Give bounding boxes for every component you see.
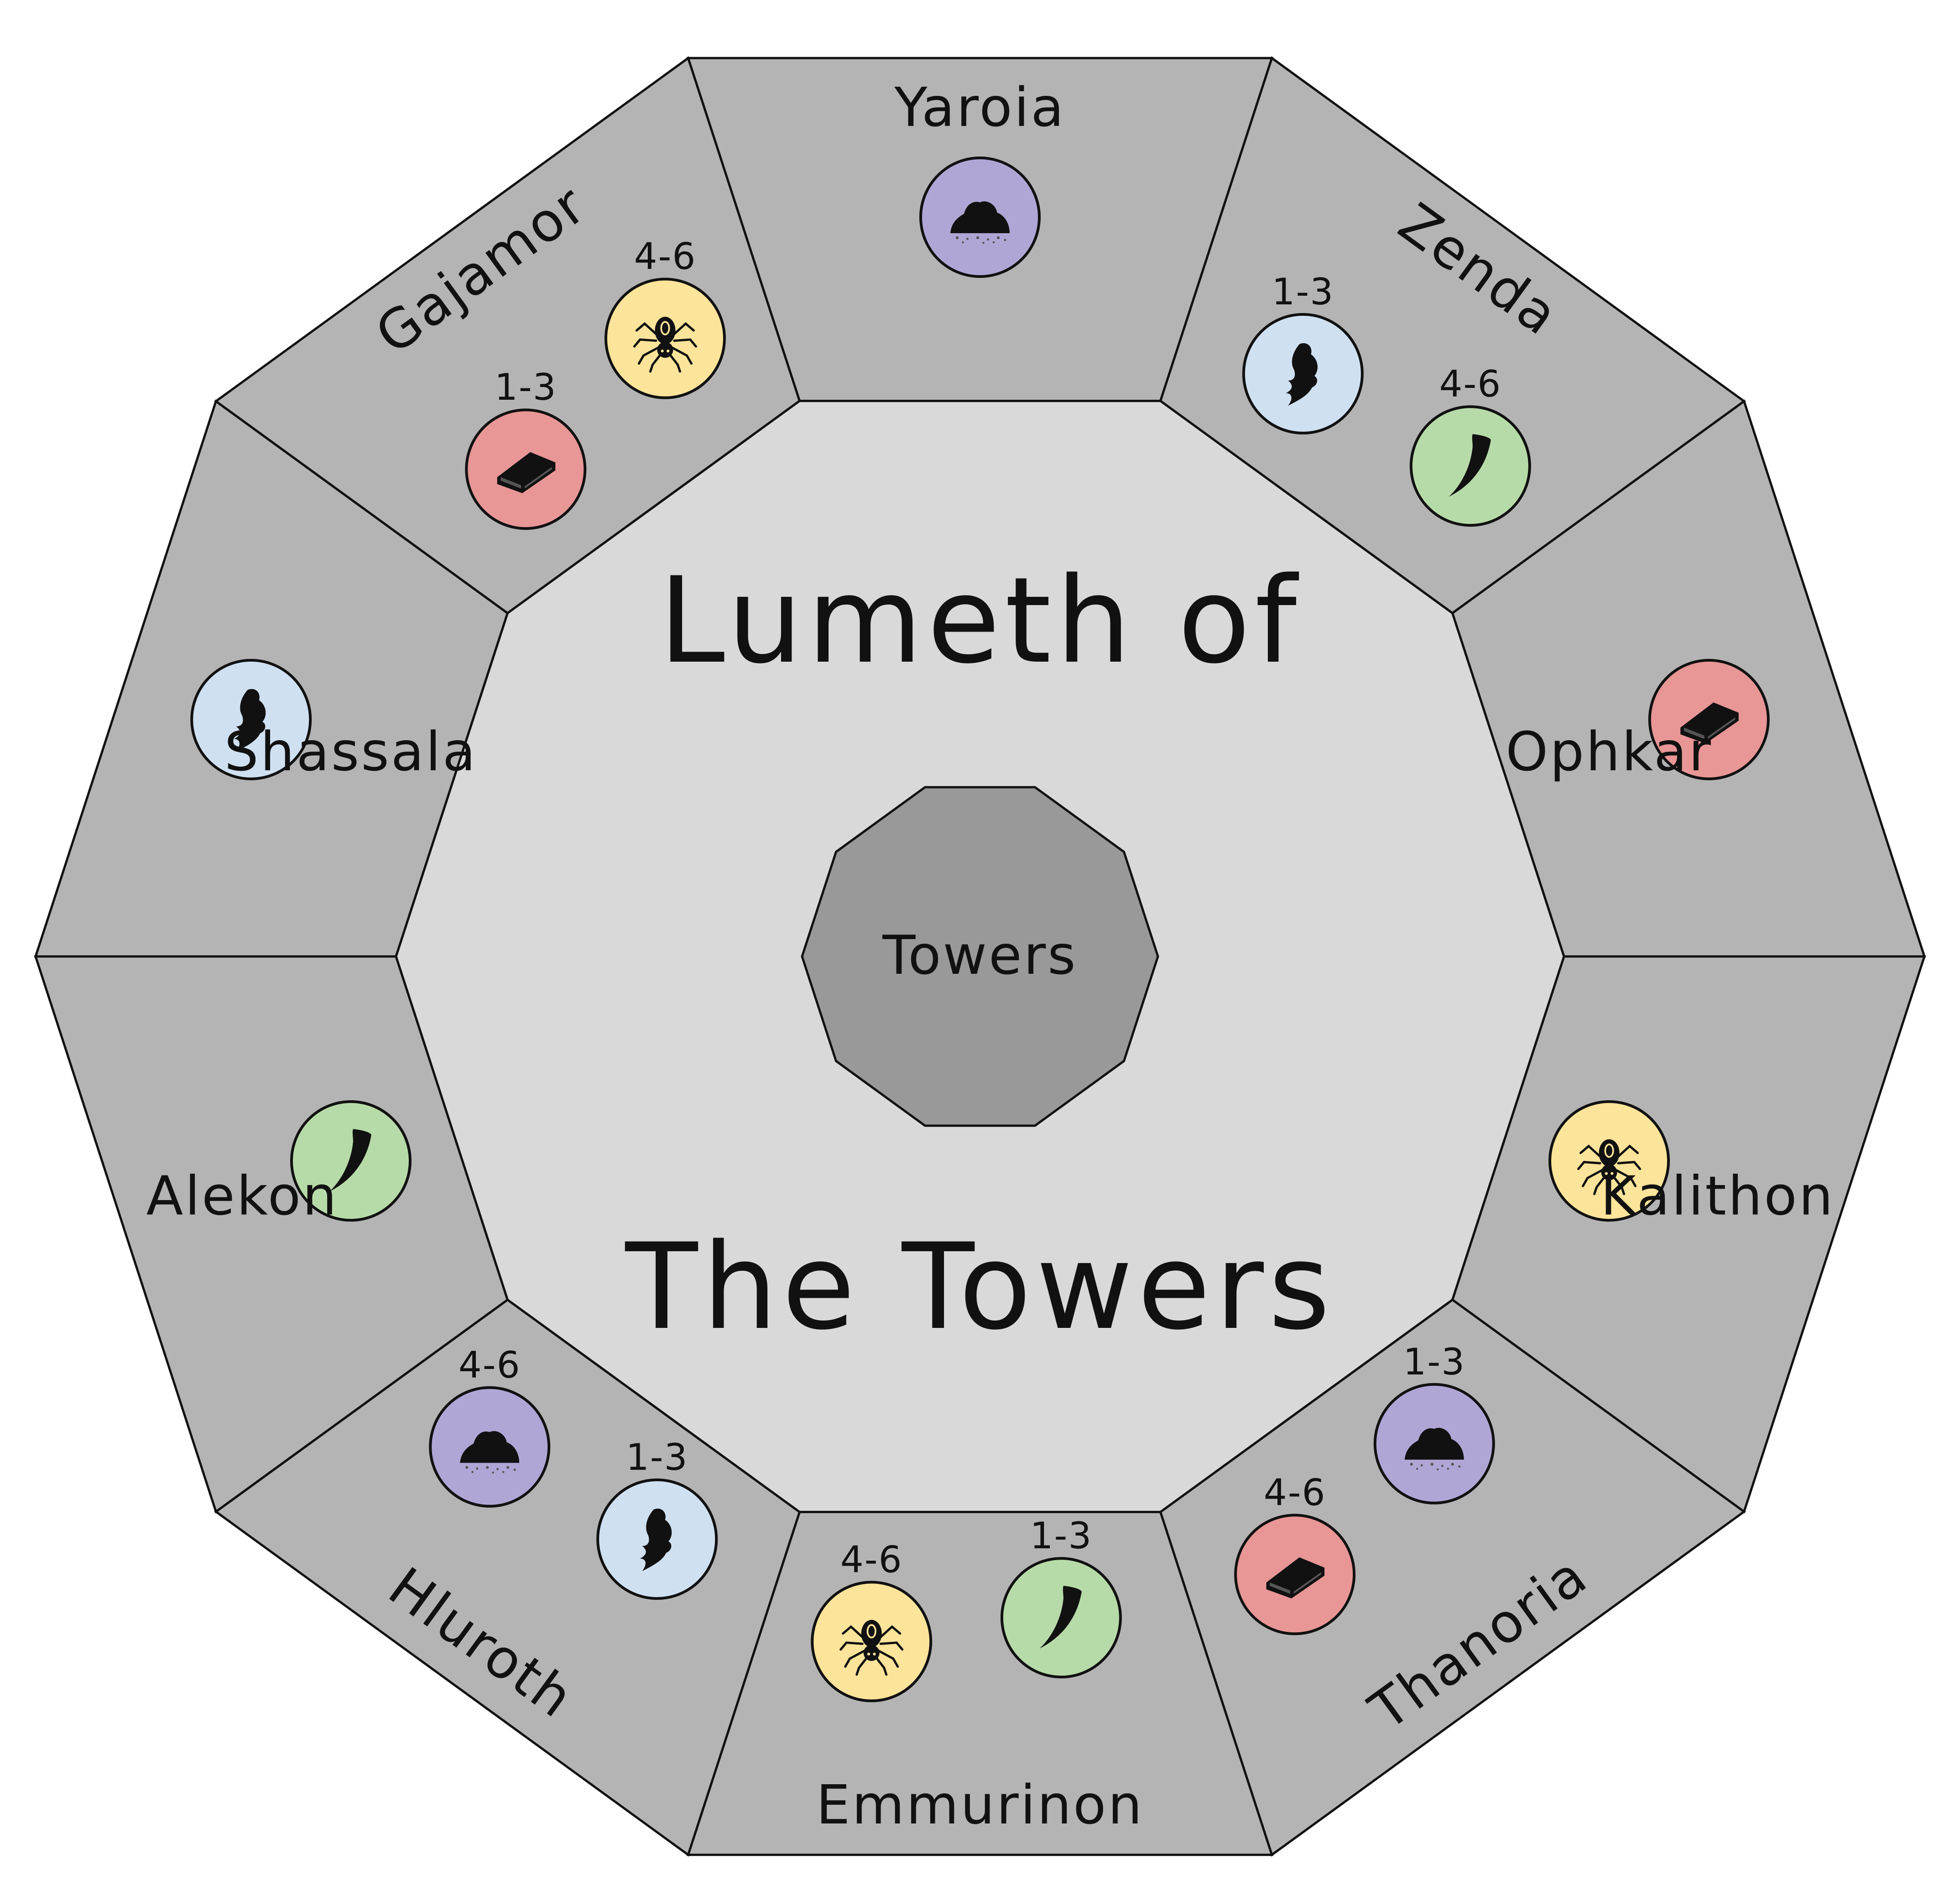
- region-name-ophkar: Ophkar: [1506, 720, 1713, 783]
- ingot-token[interactable]: 4-6: [1234, 1471, 1356, 1635]
- dirt-token[interactable]: 1-3: [1373, 1341, 1495, 1504]
- roll-range-label: 1-3: [1030, 1515, 1093, 1557]
- spirit-token[interactable]: 1-3: [596, 1436, 718, 1600]
- resource-tokens: 1-3 4-6 1-3 4-6 1-3 4-6 1-3 4-6 1-3 4-6: [190, 157, 1770, 1703]
- spider-token[interactable]: 4-6: [604, 235, 726, 399]
- spirit-token[interactable]: [190, 658, 312, 780]
- claw-token[interactable]: 4-6: [1409, 363, 1531, 527]
- roll-range-label: 1-3: [1272, 271, 1334, 313]
- region-name-yaroia: Yaroia: [894, 76, 1065, 139]
- roll-range-label: 1-3: [626, 1436, 688, 1478]
- claw-token[interactable]: [290, 1100, 412, 1222]
- region-name-kalithon: Kalithon: [1600, 1164, 1835, 1227]
- board-title-line2: The Towers: [623, 1218, 1334, 1356]
- region-name-shassala: Shassala: [224, 720, 477, 783]
- spider-token[interactable]: [1548, 1100, 1670, 1222]
- ingot-token[interactable]: 1-3: [465, 366, 587, 530]
- roll-range-label: 1-3: [495, 366, 557, 408]
- roll-range-label: 4-6: [1439, 363, 1501, 405]
- roll-range-label: 4-6: [459, 1344, 521, 1386]
- dirt-token[interactable]: [919, 157, 1041, 278]
- region-name-emmurinon: Emmurinon: [816, 1773, 1144, 1836]
- board-title-line1: Lumeth of: [659, 552, 1301, 690]
- region-name-alekon: Alekon: [146, 1164, 339, 1227]
- spirit-token[interactable]: 1-3: [1242, 271, 1364, 435]
- claw-token[interactable]: 1-3: [1000, 1515, 1122, 1679]
- towers-center[interactable]: [801, 786, 1159, 1127]
- roll-range-label: 1-3: [1403, 1341, 1465, 1383]
- dirt-token[interactable]: 4-6: [429, 1344, 551, 1508]
- ingot-token[interactable]: [1648, 658, 1770, 780]
- towers-label: Towers: [882, 924, 1077, 987]
- roll-range-label: 4-6: [634, 235, 697, 278]
- roll-range-label: 4-6: [840, 1538, 903, 1581]
- spider-token[interactable]: 4-6: [811, 1538, 933, 1703]
- roll-range-label: 4-6: [1264, 1471, 1326, 1514]
